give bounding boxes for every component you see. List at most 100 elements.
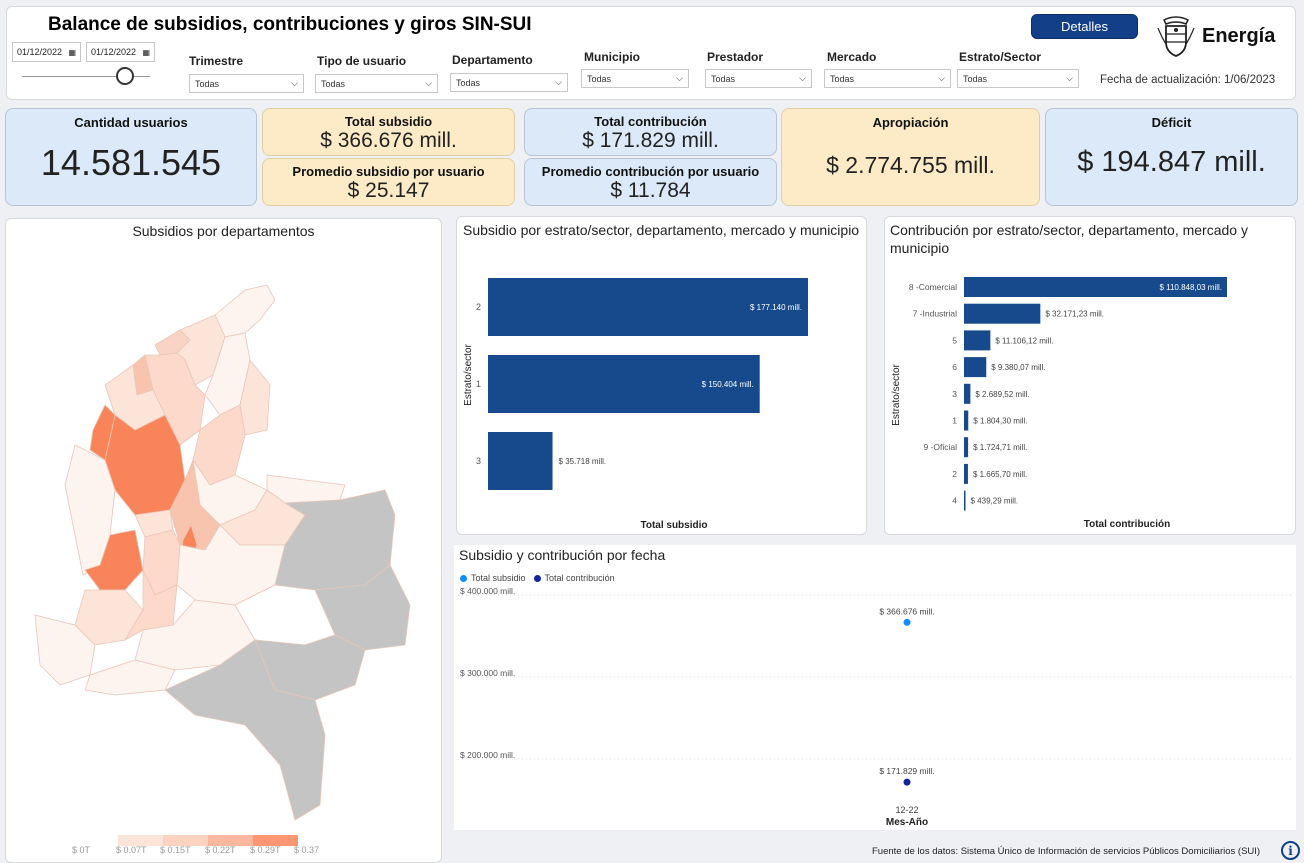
filter-prestador-value: Todas [711, 73, 736, 84]
chevron-down-icon: ⌵ [1066, 73, 1073, 83]
fecha-point-label: $ 171.829 mill. [879, 766, 934, 776]
contribucion-category-label: 4 [952, 496, 957, 506]
contribucion-bar[interactable] [964, 277, 1227, 297]
dept-guajira[interactable] [214, 284, 276, 338]
filter-tipo-usuario-select[interactable]: Todas ⌵ [315, 74, 438, 93]
subsidio-value-label: $ 35.718 mill. [559, 457, 607, 466]
contribucion-value-label: $ 32.171,23 mill. [1045, 310, 1104, 319]
date-end-value: 01/12/2022 [91, 47, 137, 57]
chevron-down-icon: ⌵ [291, 78, 298, 88]
fecha-scatter-chart[interactable]: 12-22 Mes-Año $ 400.000 mill. $ 300.000 m… [454, 585, 1296, 830]
subsidio-bar[interactable] [488, 278, 808, 336]
kpi-promedio-contribucion: Promedio contribución por usuario $ 11.7… [524, 158, 777, 206]
filter-tipo-usuario-value: Todas [321, 78, 346, 89]
calendar-icon[interactable]: ▦ [142, 47, 150, 57]
subsidio-bar[interactable] [488, 432, 553, 490]
kpi-promedio-subsidio: Promedio subsidio por usuario $ 25.147 [262, 158, 515, 206]
kpi-total-subsidio-label: Total subsidio [344, 114, 433, 129]
contribucion-bar[interactable] [964, 383, 971, 404]
filter-mercado-select[interactable]: Todas ⌵ [824, 69, 951, 88]
kpi-cantidad-usuarios: Cantidad usuarios 14.581.545 [5, 108, 257, 206]
map-legend-label: $ 0T [72, 845, 91, 855]
contribucion-bar-chart[interactable]: Estrato/sector Total contribución 8 -Com… [884, 265, 1296, 535]
subsidio-ylabel: Estrato/sector [463, 343, 474, 405]
subsidio-bar[interactable] [488, 355, 760, 413]
contribucion-xlabel: Total contribución [1084, 519, 1170, 530]
contribucion-chart-title-line1: Contribución por estrato/sector, departa… [890, 222, 1248, 238]
map-legend-segment [118, 835, 163, 846]
contribucion-bar[interactable] [964, 463, 968, 484]
filter-trimestre-value: Todas [195, 78, 220, 89]
coat-of-arms-icon [1157, 16, 1195, 57]
kpi-usuarios-value: 14.581.545 [40, 142, 222, 183]
map-legend-label: $ 0.37 [294, 845, 320, 855]
filter-trimestre-select[interactable]: Todas ⌵ [189, 74, 304, 93]
logo-text: Energía [1202, 24, 1276, 47]
date-slider-handle[interactable] [116, 67, 134, 85]
date-slider-track[interactable] [22, 76, 150, 77]
data-source-footer: Fuente de los datos: Sistema Único de In… [872, 846, 1261, 857]
contribucion-bar[interactable] [964, 330, 991, 351]
filter-municipio-value: Todas [587, 73, 612, 84]
kpi-apropiacion: Apropiación $ 2.774.755 mill. [781, 108, 1040, 206]
fecha-chart-panel [454, 545, 1296, 830]
contribucion-category-label: 1 [952, 416, 957, 426]
kpi-deficit: Déficit $ 194.847 mill. [1045, 108, 1298, 206]
fecha-point[interactable] [903, 618, 911, 626]
dept-uraba[interactable] [89, 404, 116, 461]
kpi-total-contribucion-label: Total contribución [594, 114, 707, 129]
contribucion-category-label: 7 -Industrial [913, 309, 958, 319]
filter-municipio-select[interactable]: Todas ⌵ [581, 69, 689, 88]
contribucion-category-label: 8 -Comercial [909, 282, 957, 292]
colombia-map[interactable] [5, 245, 442, 835]
contribucion-value-label: $ 110.848,03 mill. [1159, 283, 1222, 292]
kpi-prom-contribucion-label: Promedio contribución por usuario [541, 164, 760, 179]
contribucion-bar[interactable] [964, 410, 969, 431]
contribucion-category-label: 9 -Oficial [923, 442, 957, 452]
legend-dot-subsidio [460, 574, 467, 582]
contribucion-value-label: $ 2.689,52 mill. [975, 390, 1029, 399]
date-end-input[interactable]: 01/12/2022 ▦ [86, 42, 155, 62]
legend-label-subsidio: Total subsidio [471, 573, 526, 583]
dept-amazonas[interactable] [164, 639, 326, 821]
filter-estrato-value: Todas [963, 73, 988, 84]
date-start-input[interactable]: 01/12/2022 ▦ [12, 42, 81, 62]
contribucion-bar[interactable] [964, 490, 966, 511]
kpi-deficit-label: Déficit [1151, 115, 1192, 130]
kpi-total-subsidio: Total subsidio $ 366.676 mill. [262, 108, 515, 156]
chevron-down-icon: ⌵ [555, 77, 562, 87]
contribucion-bar[interactable] [964, 437, 969, 458]
map-legend-label: $ 0.22T [205, 845, 236, 855]
contribucion-category-label: 5 [952, 335, 957, 345]
contribucion-bar[interactable] [964, 303, 1041, 324]
page-title: Balance de subsidios, contribuciones y g… [48, 14, 532, 35]
chevron-down-icon: ⌵ [938, 73, 945, 83]
map-legend-segment [208, 835, 253, 846]
info-icon[interactable]: i [1281, 841, 1300, 860]
kpi-prom-contribucion-value: $ 11.784 [610, 179, 691, 202]
contribucion-bar[interactable] [964, 357, 987, 378]
map-title: Subsidios por departamentos [132, 223, 315, 239]
filter-estrato-select[interactable]: Todas ⌵ [957, 69, 1079, 88]
chevron-down-icon: ⌵ [799, 73, 806, 83]
filter-prestador-label: Prestador [707, 50, 764, 64]
calendar-icon[interactable]: ▦ [68, 47, 76, 57]
fecha-point[interactable] [903, 778, 911, 786]
filter-departamento-select[interactable]: Todas ⌵ [450, 73, 568, 92]
fecha-y-tick: $ 300.000 mill. [460, 668, 515, 678]
map-legend-segment [253, 835, 298, 846]
fecha-point-label: $ 366.676 mill. [879, 606, 934, 616]
subsidio-bar-chart[interactable]: Estrato/sector Total subsidio 2 $ 177.140… [456, 245, 867, 535]
fecha-chart-legend: Total subsidio Total contribución [460, 573, 615, 583]
filter-municipio-label: Municipio [584, 50, 640, 64]
subsidio-value-label: $ 177.140 mill. [750, 303, 802, 312]
map-legend-label: $ 0.15T [160, 845, 191, 855]
subsidio-category-label: 2 [476, 302, 481, 312]
contribucion-chart-title-line2: municipio [890, 240, 950, 256]
filter-prestador-select[interactable]: Todas ⌵ [705, 69, 812, 88]
details-button[interactable]: Detalles [1031, 14, 1138, 39]
contribucion-value-label: $ 1.804,30 mill. [973, 417, 1027, 426]
fecha-chart-title: Subsidio y contribución por fecha [459, 547, 666, 563]
filter-estrato-label: Estrato/Sector [959, 50, 1042, 64]
contribucion-category-label: 6 [952, 362, 957, 372]
